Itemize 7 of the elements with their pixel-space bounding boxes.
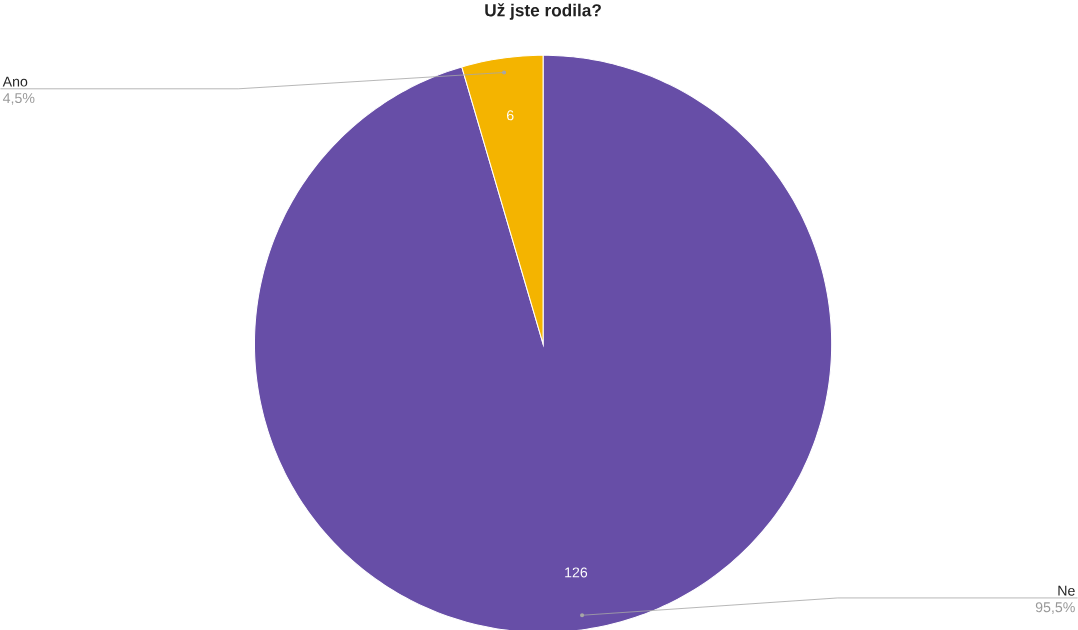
text: 95,5% [1035,601,1075,614]
data-label: 6 [506,110,514,121]
chart-title: Už jste rodila? [485,3,601,20]
slice-label: Ano [2,76,28,87]
text: 4,5% [2,92,35,105]
data-label: 126 [565,567,588,578]
slice-label: Ne [1058,585,1075,596]
